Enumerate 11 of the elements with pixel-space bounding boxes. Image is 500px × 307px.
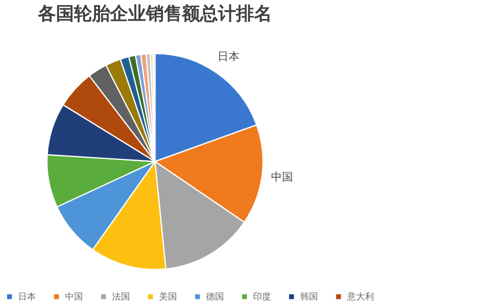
data-label: 日本 xyxy=(218,50,240,63)
legend-label: 意大利 xyxy=(346,292,374,303)
legend-label: 日本 xyxy=(18,292,36,303)
data-label: 中国 xyxy=(270,170,293,184)
legend-label: 美国 xyxy=(159,292,177,303)
legend-label: 印度 xyxy=(253,292,271,303)
legend-label: 法国 xyxy=(112,292,130,303)
legend-label: 韩国 xyxy=(300,292,318,303)
legend-label: 德国 xyxy=(206,292,224,303)
legend-label: 中国 xyxy=(65,292,83,303)
chart-title: 各国轮胎企业销售额总计排名 xyxy=(37,4,272,25)
